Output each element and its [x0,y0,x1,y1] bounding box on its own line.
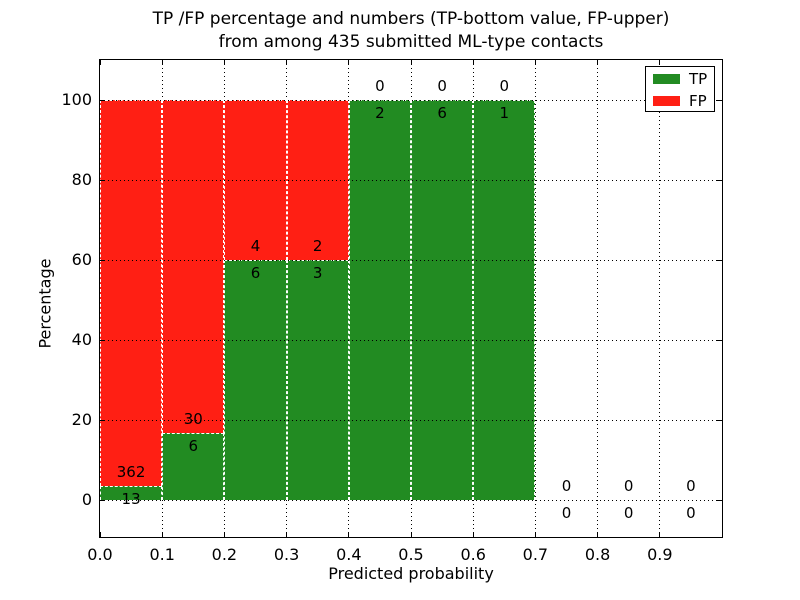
y-axis-tick-right [717,179,722,181]
fp-count-label: 0 [437,77,447,95]
x-axis-tick-top [534,60,536,65]
tp-count-label: 1 [499,104,510,122]
tp-bar-segment [162,433,225,500]
x-axis-tick [99,532,101,537]
y-tick-label: 60 [71,250,92,269]
plot-area: 362 13 30 6 4 6 2 3 0 2 0 6 0 1 0 0 0 0 0 0 [99,59,723,538]
horizontal-gridline [100,179,722,181]
vertical-gridline [597,60,599,537]
x-axis-tick-top [286,60,288,65]
x-tick-label: 0.6 [460,545,486,564]
tp-bar-segment [411,100,474,500]
x-tick-label: 0.8 [584,545,611,564]
tp-bar-segment [348,100,411,500]
x-axis-tick-top [410,60,412,65]
x-axis-tick-top [597,60,599,65]
tp-count-label: 0 [623,504,634,522]
fp-count-label: 0 [686,477,696,495]
y-axis-tick-right [717,99,722,101]
x-axis-tick [472,532,474,537]
x-axis-tick-top [659,60,661,65]
y-tick-label: 0 [81,490,92,509]
tp-count-label: 6 [250,264,261,282]
x-axis-tick-top [472,60,474,65]
horizontal-gridline [100,419,722,421]
x-axis-tick-top [348,60,350,65]
legend-row-tp: TP [646,69,714,89]
horizontal-gridline [100,499,722,501]
tp-bar-segment [473,100,536,500]
tp-count-label: 6 [437,104,447,122]
y-axis-tick [100,259,105,261]
chart-title-line-2: from among 435 submitted ML-type contact… [218,32,604,52]
y-axis-tick-right [717,259,722,261]
fp-count-label: 0 [623,477,634,495]
x-tick-label: 0.9 [647,545,673,564]
fp-count-label: 0 [499,77,510,95]
legend-label-tp: TP [689,69,708,88]
fp-legend-swatch-icon [653,96,680,106]
fp-bar-segment [100,100,163,487]
x-tick-label: 0.5 [398,545,424,564]
y-axis-tick-right [717,499,722,501]
legend-label-fp: FP [689,91,707,110]
fp-count-label: 30 [183,410,203,429]
x-axis-tick [410,532,412,537]
x-axis-tick [286,532,288,537]
tp-legend-swatch-icon [653,74,680,84]
fp-count-label: 0 [375,77,385,95]
tp-count-label: 3 [312,264,323,282]
vertical-gridline [659,60,661,537]
y-tick-label: 40 [71,330,92,349]
x-tick-label: 0.1 [149,545,175,564]
horizontal-gridline [100,99,722,101]
y-axis-tick-right [717,339,722,341]
x-axis-tick [659,532,661,537]
y-axis-label: Percentage [35,258,55,349]
y-axis-tick [100,339,105,341]
fp-count-label: 362 [116,463,146,482]
tp-count-label: 0 [686,504,696,522]
legend-row-fp: FP [646,91,714,111]
fp-count-label: 2 [312,237,323,255]
fp-count-label: 0 [561,477,572,495]
tp-count-label: 2 [375,104,385,122]
y-tick-label: 20 [71,410,92,429]
x-axis-label: Predicted probability [328,564,494,583]
x-axis-tick [534,532,536,537]
tp-bar-segment [286,260,349,500]
legend: TP FP [645,66,715,112]
y-tick-label: 100 [61,90,92,109]
fp-count-label: 4 [250,237,261,255]
tp-bar-segment [224,260,287,500]
y-axis-tick [100,419,105,421]
y-axis-tick-right [717,419,722,421]
y-tick-label: 80 [71,170,92,189]
x-tick-label: 0.4 [336,545,362,564]
horizontal-gridline [100,259,722,261]
x-axis-tick-top [99,60,101,65]
x-axis-tick-top [161,60,163,65]
tp-bar-segment [100,486,163,500]
tp-count-label: 0 [561,504,572,522]
x-axis-tick [161,532,163,537]
y-axis-tick [100,179,105,181]
x-tick-label: 0.2 [211,545,238,564]
tp-count-label: 13 [121,490,141,509]
x-axis-tick-top [223,60,225,65]
chart-title-line-1: TP /FP percentage and numbers (TP-bottom… [152,9,670,29]
x-axis-tick [348,532,350,537]
x-axis-tick [597,532,599,537]
x-axis-tick [223,532,225,537]
horizontal-gridline [100,339,722,341]
y-axis-tick [100,499,105,501]
x-tick-label: 0.3 [273,545,300,564]
tp-count-label: 6 [188,437,199,456]
fp-bar-segment [162,100,225,434]
vertical-gridline [534,60,536,537]
x-tick-label: 0.7 [522,545,549,564]
y-axis-tick [100,99,105,101]
x-tick-label: 0.0 [87,545,113,564]
